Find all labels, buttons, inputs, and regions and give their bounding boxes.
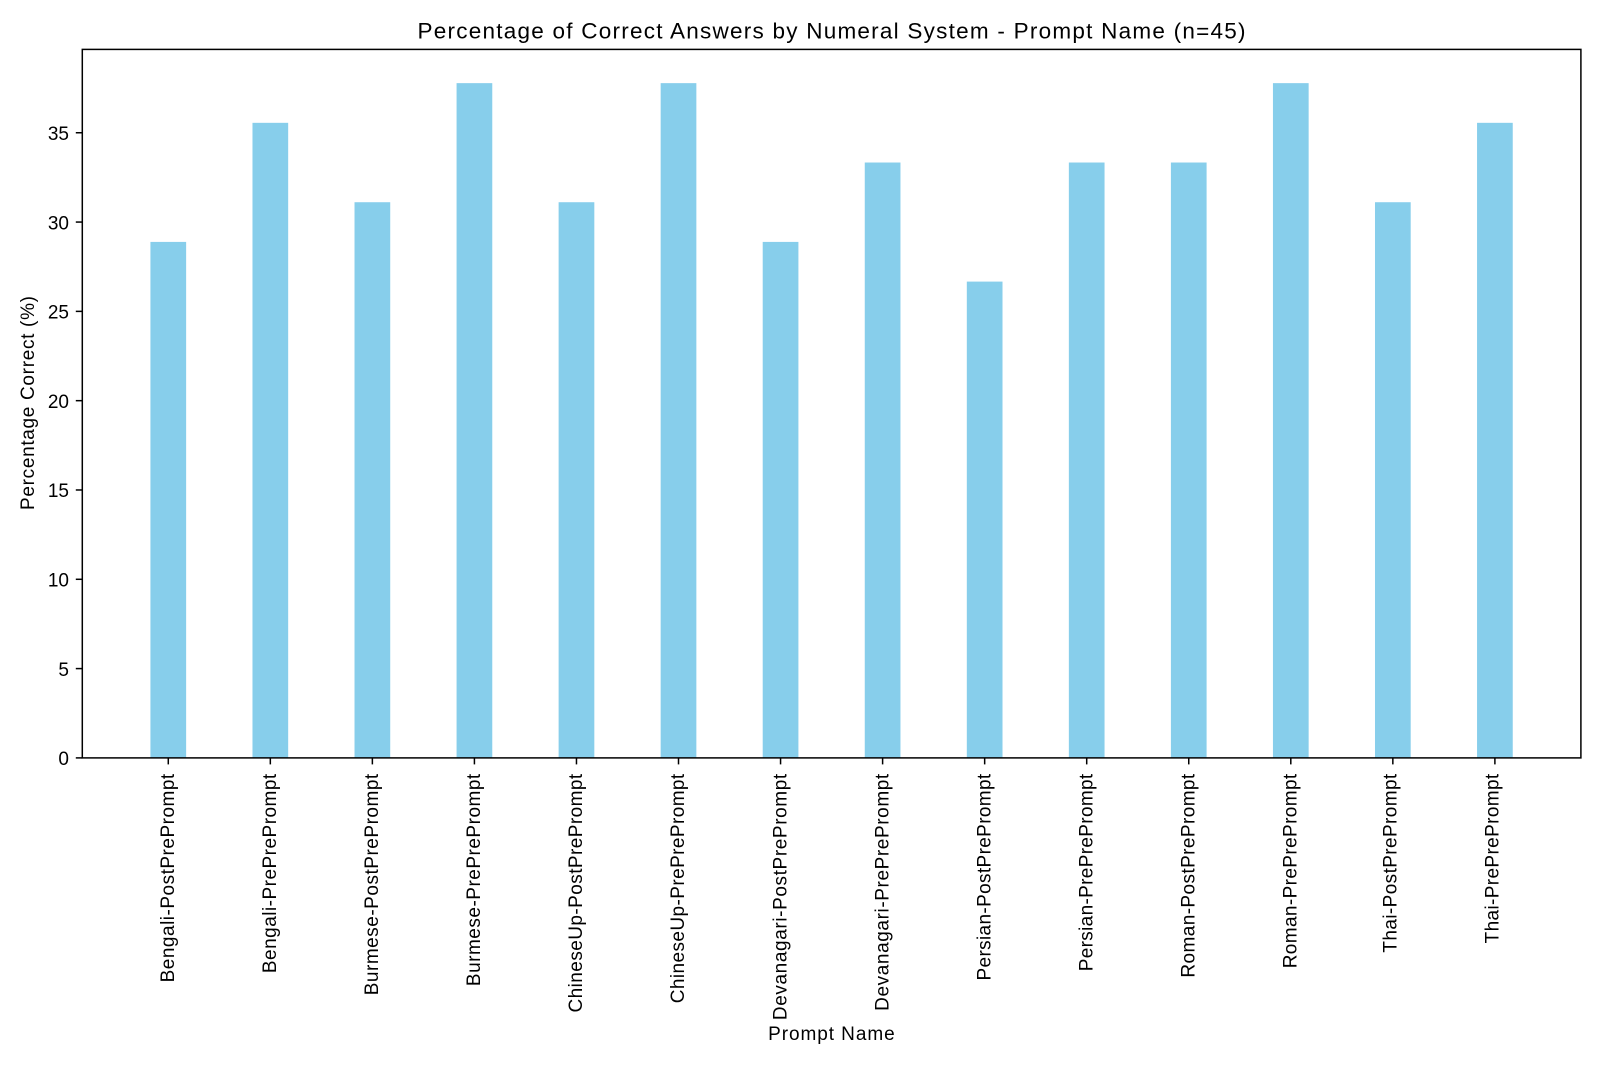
svg-text:Persian-PrePrePrompt: Persian-PrePrePrompt xyxy=(1076,773,1097,971)
svg-text:Devanagari-PrePrePrompt: Devanagari-PrePrePrompt xyxy=(872,773,893,1011)
svg-text:Roman-PostPrePrompt: Roman-PostPrePrompt xyxy=(1178,773,1199,978)
svg-text:Burmese-PrePrePrompt: Burmese-PrePrePrompt xyxy=(464,773,485,986)
svg-text:Percentage Correct (%): Percentage Correct (%) xyxy=(18,296,39,510)
svg-text:20: 20 xyxy=(48,392,69,413)
svg-text:Prompt Name: Prompt Name xyxy=(768,1024,895,1045)
svg-text:Roman-PrePrePrompt: Roman-PrePrePrompt xyxy=(1281,773,1302,968)
svg-text:Devanagari-PostPrePrompt: Devanagari-PostPrePrompt xyxy=(770,773,791,1020)
svg-text:Thai-PrePrePrompt: Thai-PrePrePrompt xyxy=(1483,773,1504,943)
svg-text:Percentage of Correct Answers: Percentage of Correct Answers by Numeral… xyxy=(418,19,1246,44)
svg-text:Thai-PostPrePrompt: Thai-PostPrePrompt xyxy=(1381,773,1402,953)
svg-text:30: 30 xyxy=(48,213,69,234)
svg-text:0: 0 xyxy=(58,749,69,770)
svg-text:5: 5 xyxy=(58,660,69,681)
svg-text:25: 25 xyxy=(48,303,69,324)
svg-text:ChineseUp-PostPrePrompt: ChineseUp-PostPrePrompt xyxy=(566,773,587,1012)
svg-text:Bengali-PrePrePrompt: Bengali-PrePrePrompt xyxy=(260,773,281,973)
svg-text:15: 15 xyxy=(48,481,69,502)
svg-text:Burmese-PostPrePrompt: Burmese-PostPrePrompt xyxy=(362,773,383,995)
svg-text:Persian-PostPrePrompt: Persian-PostPrePrompt xyxy=(974,773,995,980)
svg-text:ChineseUp-PrePrePrompt: ChineseUp-PrePrePrompt xyxy=(668,773,689,1003)
svg-text:Bengali-PostPrePrompt: Bengali-PostPrePrompt xyxy=(158,773,179,982)
svg-text:35: 35 xyxy=(48,124,69,145)
svg-text:10: 10 xyxy=(48,570,69,591)
